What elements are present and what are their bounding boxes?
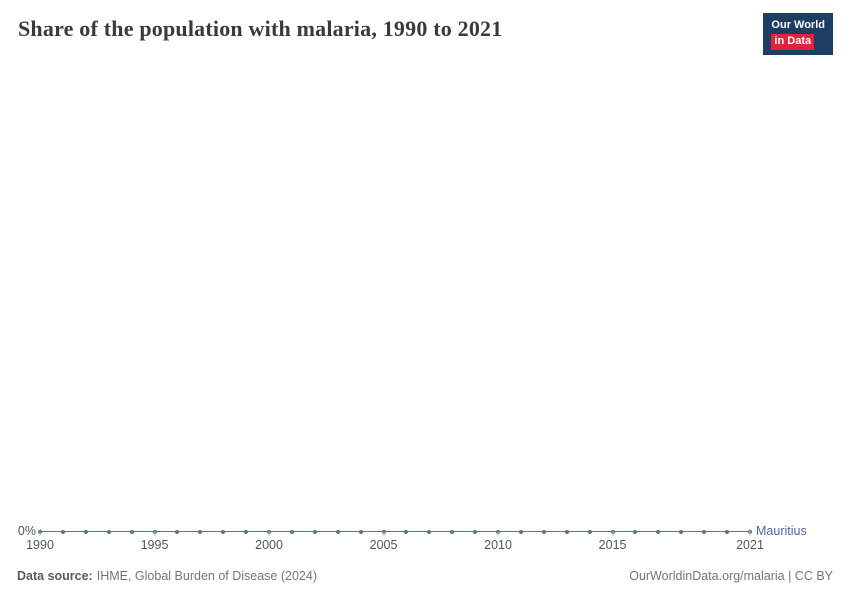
data-point	[725, 529, 730, 534]
data-point	[358, 529, 363, 534]
data-point	[633, 529, 638, 534]
data-point	[244, 529, 249, 534]
footer: Data source: IHME, Global Burden of Disea…	[17, 569, 833, 583]
data-source-note: Data source: IHME, Global Burden of Disea…	[17, 569, 317, 583]
x-tick-label: 2005	[369, 538, 398, 552]
data-point	[496, 529, 501, 534]
x-axis: 1990 1995 2000 2005 2010 2015 2021	[26, 538, 764, 556]
owid-logo-line2: in Data	[771, 34, 815, 51]
data-point	[381, 529, 386, 534]
data-point	[541, 529, 546, 534]
x-tick-label: 2010	[484, 538, 512, 552]
credit-note[interactable]: OurWorldinData.org/malaria | CC BY	[629, 569, 833, 583]
data-point	[518, 529, 523, 534]
data-point	[610, 529, 615, 534]
data-point	[152, 529, 157, 534]
data-source-label: Data source:	[17, 569, 93, 583]
owid-logo-line1: Our World	[771, 19, 825, 31]
x-tick-label: 1990	[26, 538, 54, 552]
data-point	[129, 529, 134, 534]
data-point	[335, 529, 340, 534]
data-point	[267, 529, 272, 534]
x-tick-label: 1995	[140, 538, 169, 552]
x-tick-label: 2015	[598, 538, 627, 552]
data-point	[450, 529, 455, 534]
data-point	[175, 529, 180, 534]
data-point	[289, 529, 294, 534]
x-tick-label: 2000	[255, 538, 283, 552]
data-point	[702, 529, 707, 534]
data-point	[312, 529, 317, 534]
x-tick-label: 2021	[736, 538, 764, 552]
data-point	[427, 529, 432, 534]
y-axis-zero-label: 0%	[17, 524, 36, 538]
data-point	[656, 529, 661, 534]
data-point	[83, 529, 88, 534]
x-tick-mark	[154, 532, 156, 536]
data-point	[587, 529, 592, 534]
data-point	[221, 529, 226, 534]
data-point	[679, 529, 684, 534]
series-label-mauritius[interactable]: Mauritius	[756, 524, 807, 538]
page-title: Share of the population with malaria, 19…	[18, 16, 503, 41]
data-source-text: IHME, Global Burden of Disease (2024)	[96, 569, 317, 583]
x-tick-mark	[383, 532, 385, 536]
data-point	[106, 529, 111, 534]
data-point	[60, 529, 65, 534]
data-point	[198, 529, 203, 534]
x-tick-mark	[612, 532, 614, 536]
data-point	[564, 529, 569, 534]
data-point	[38, 529, 42, 534]
data-point	[404, 529, 409, 534]
owid-logo[interactable]: Our World in Data	[763, 13, 833, 56]
x-tick-mark	[268, 532, 270, 536]
x-tick-mark	[39, 532, 41, 536]
series-line	[38, 529, 752, 536]
x-tick-mark	[497, 532, 499, 536]
x-tick-mark	[749, 532, 751, 536]
data-point	[748, 529, 752, 534]
data-point	[473, 529, 478, 534]
